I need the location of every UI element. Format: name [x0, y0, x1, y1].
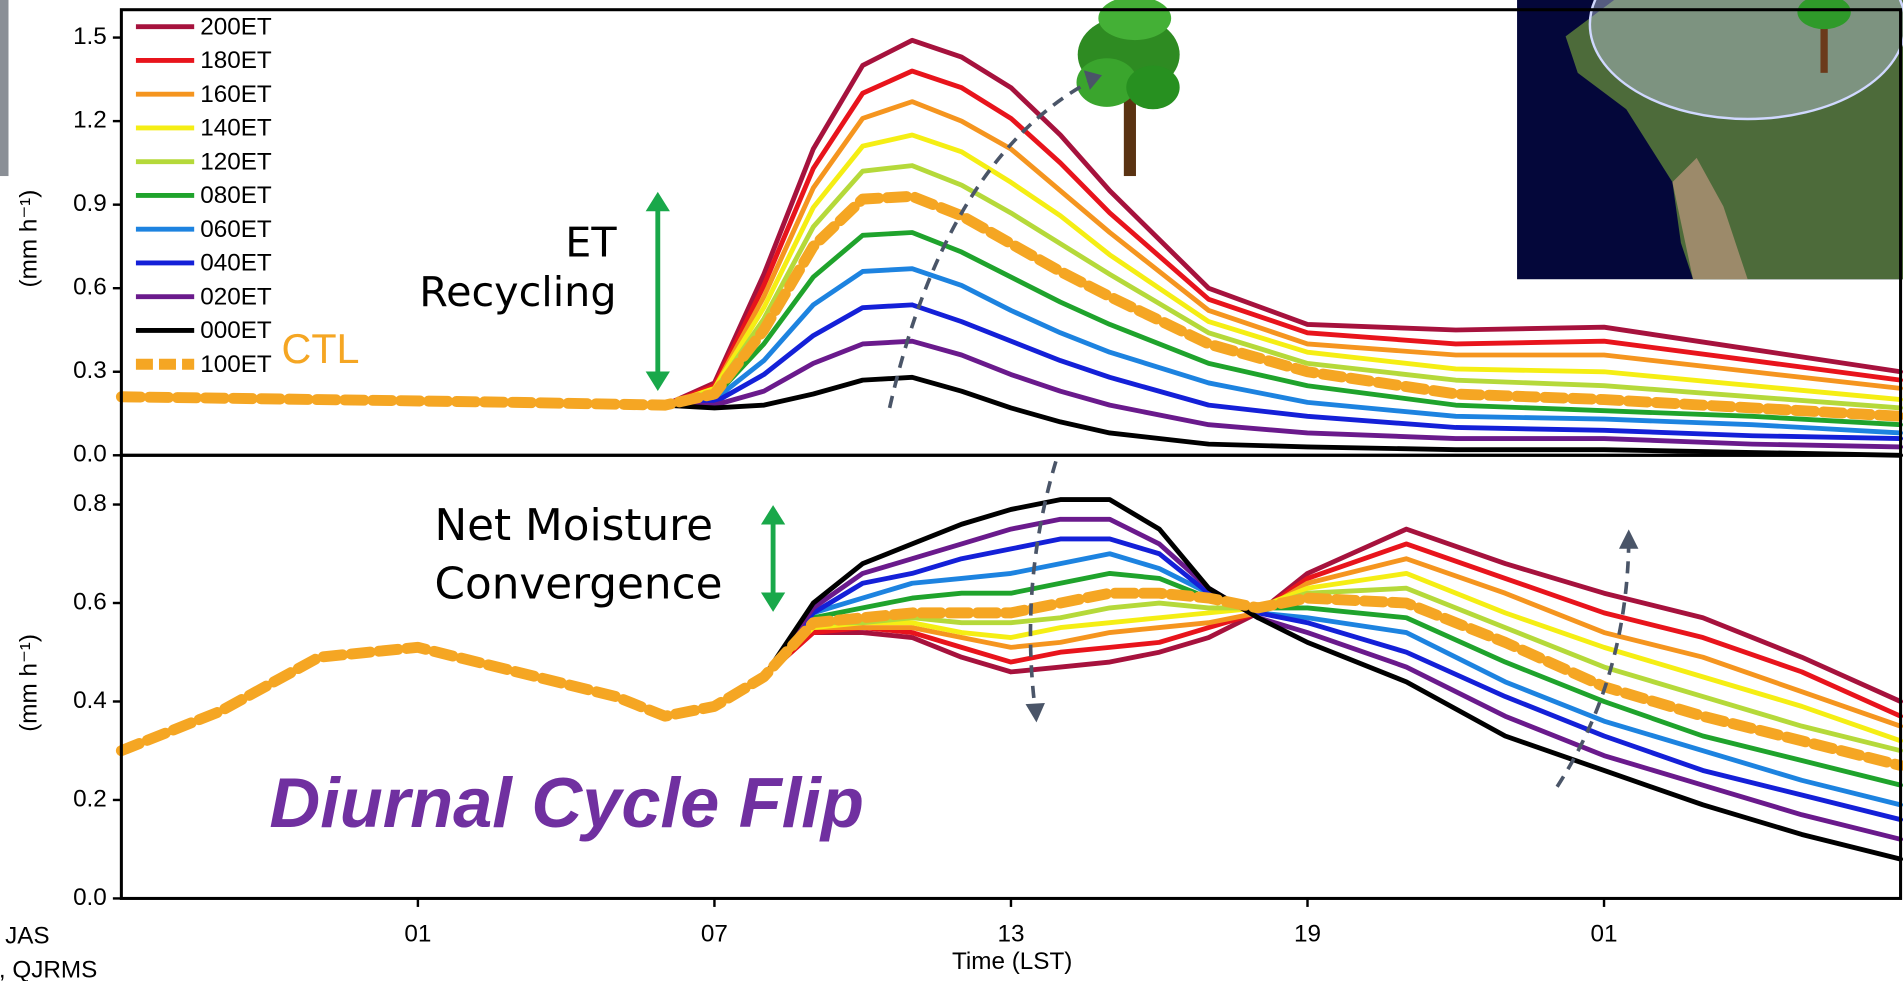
legend-label: 140ET: [200, 115, 272, 142]
annotation: Net Moisture: [434, 500, 713, 551]
legend-label: 080ET: [200, 182, 272, 209]
legend-label: 120ET: [200, 148, 272, 175]
series-line: [118, 570, 1903, 788]
x-tick-label: 19: [1294, 920, 1321, 947]
legend-label: 000ET: [200, 317, 272, 344]
citation: - JAS: [0, 923, 50, 950]
legend-label: 180ET: [200, 47, 272, 74]
x-tick-label: 13: [997, 920, 1024, 947]
arrows: [645, 70, 1639, 788]
y-tick-label: 0.0: [73, 884, 107, 911]
photo-sliver: [0, 0, 9, 177]
annotation: ET: [565, 218, 617, 266]
annotation: Convergence: [434, 558, 722, 609]
y-tick-label: 0.6: [73, 274, 107, 301]
legend-label: 100ET: [200, 351, 272, 378]
annotation: CTL: [282, 326, 360, 372]
y-tick-label: 0.8: [73, 490, 107, 517]
panel: 0.0 0.2 0.4 0.6 0.8 01 07 13 19 01 (mm h⁻¹) Time (L…: [16, 453, 1903, 975]
tree-icon: [1076, 0, 1180, 177]
y-axis-label: (mm h⁻¹): [16, 190, 43, 288]
y-tick-label: 1.2: [73, 107, 107, 134]
panel: 0.0 0.3 0.6 0.9 1.2 1.5 (mm h⁻¹) 200ET 180ET 160E…: [16, 8, 1903, 468]
y-tick-label: 0.0: [73, 441, 107, 468]
map-inset: [1517, 0, 1903, 280]
legend-label: 060ET: [200, 216, 272, 243]
plot-frame: [119, 453, 1903, 900]
annotation: Diurnal Cycle Flip: [269, 763, 863, 842]
y-tick-label: 0.2: [73, 785, 107, 812]
y-axis-label: (mm h⁻¹): [16, 634, 43, 732]
annotation: Recycling: [419, 268, 616, 316]
y-tick-label: 0.4: [73, 687, 107, 714]
y-tick-label: 0.3: [73, 357, 107, 384]
x-tick-label: 07: [701, 920, 728, 947]
legend-label: 160ET: [200, 81, 272, 108]
y-tick-label: 0.6: [73, 588, 107, 615]
series-line: [115, 587, 1903, 771]
series-line: [115, 190, 1903, 422]
x-axis-label: Time (LST): [952, 948, 1072, 975]
legend-label: 040ET: [200, 250, 272, 277]
y-tick-label: 1.5: [73, 23, 107, 50]
legend-label: 020ET: [200, 283, 272, 310]
x-tick-label: 01: [1591, 920, 1618, 947]
legend-label: 200ET: [200, 13, 272, 40]
citation: 5, QJRMS: [0, 957, 97, 981]
y-tick-label: 0.9: [73, 190, 107, 217]
plot-area: 0.0 0.3 0.6 0.9 1.2 1.5 (mm h⁻¹) 200ET 180ET 160E…: [0, 8, 1903, 981]
x-tick-label: 01: [404, 920, 431, 947]
